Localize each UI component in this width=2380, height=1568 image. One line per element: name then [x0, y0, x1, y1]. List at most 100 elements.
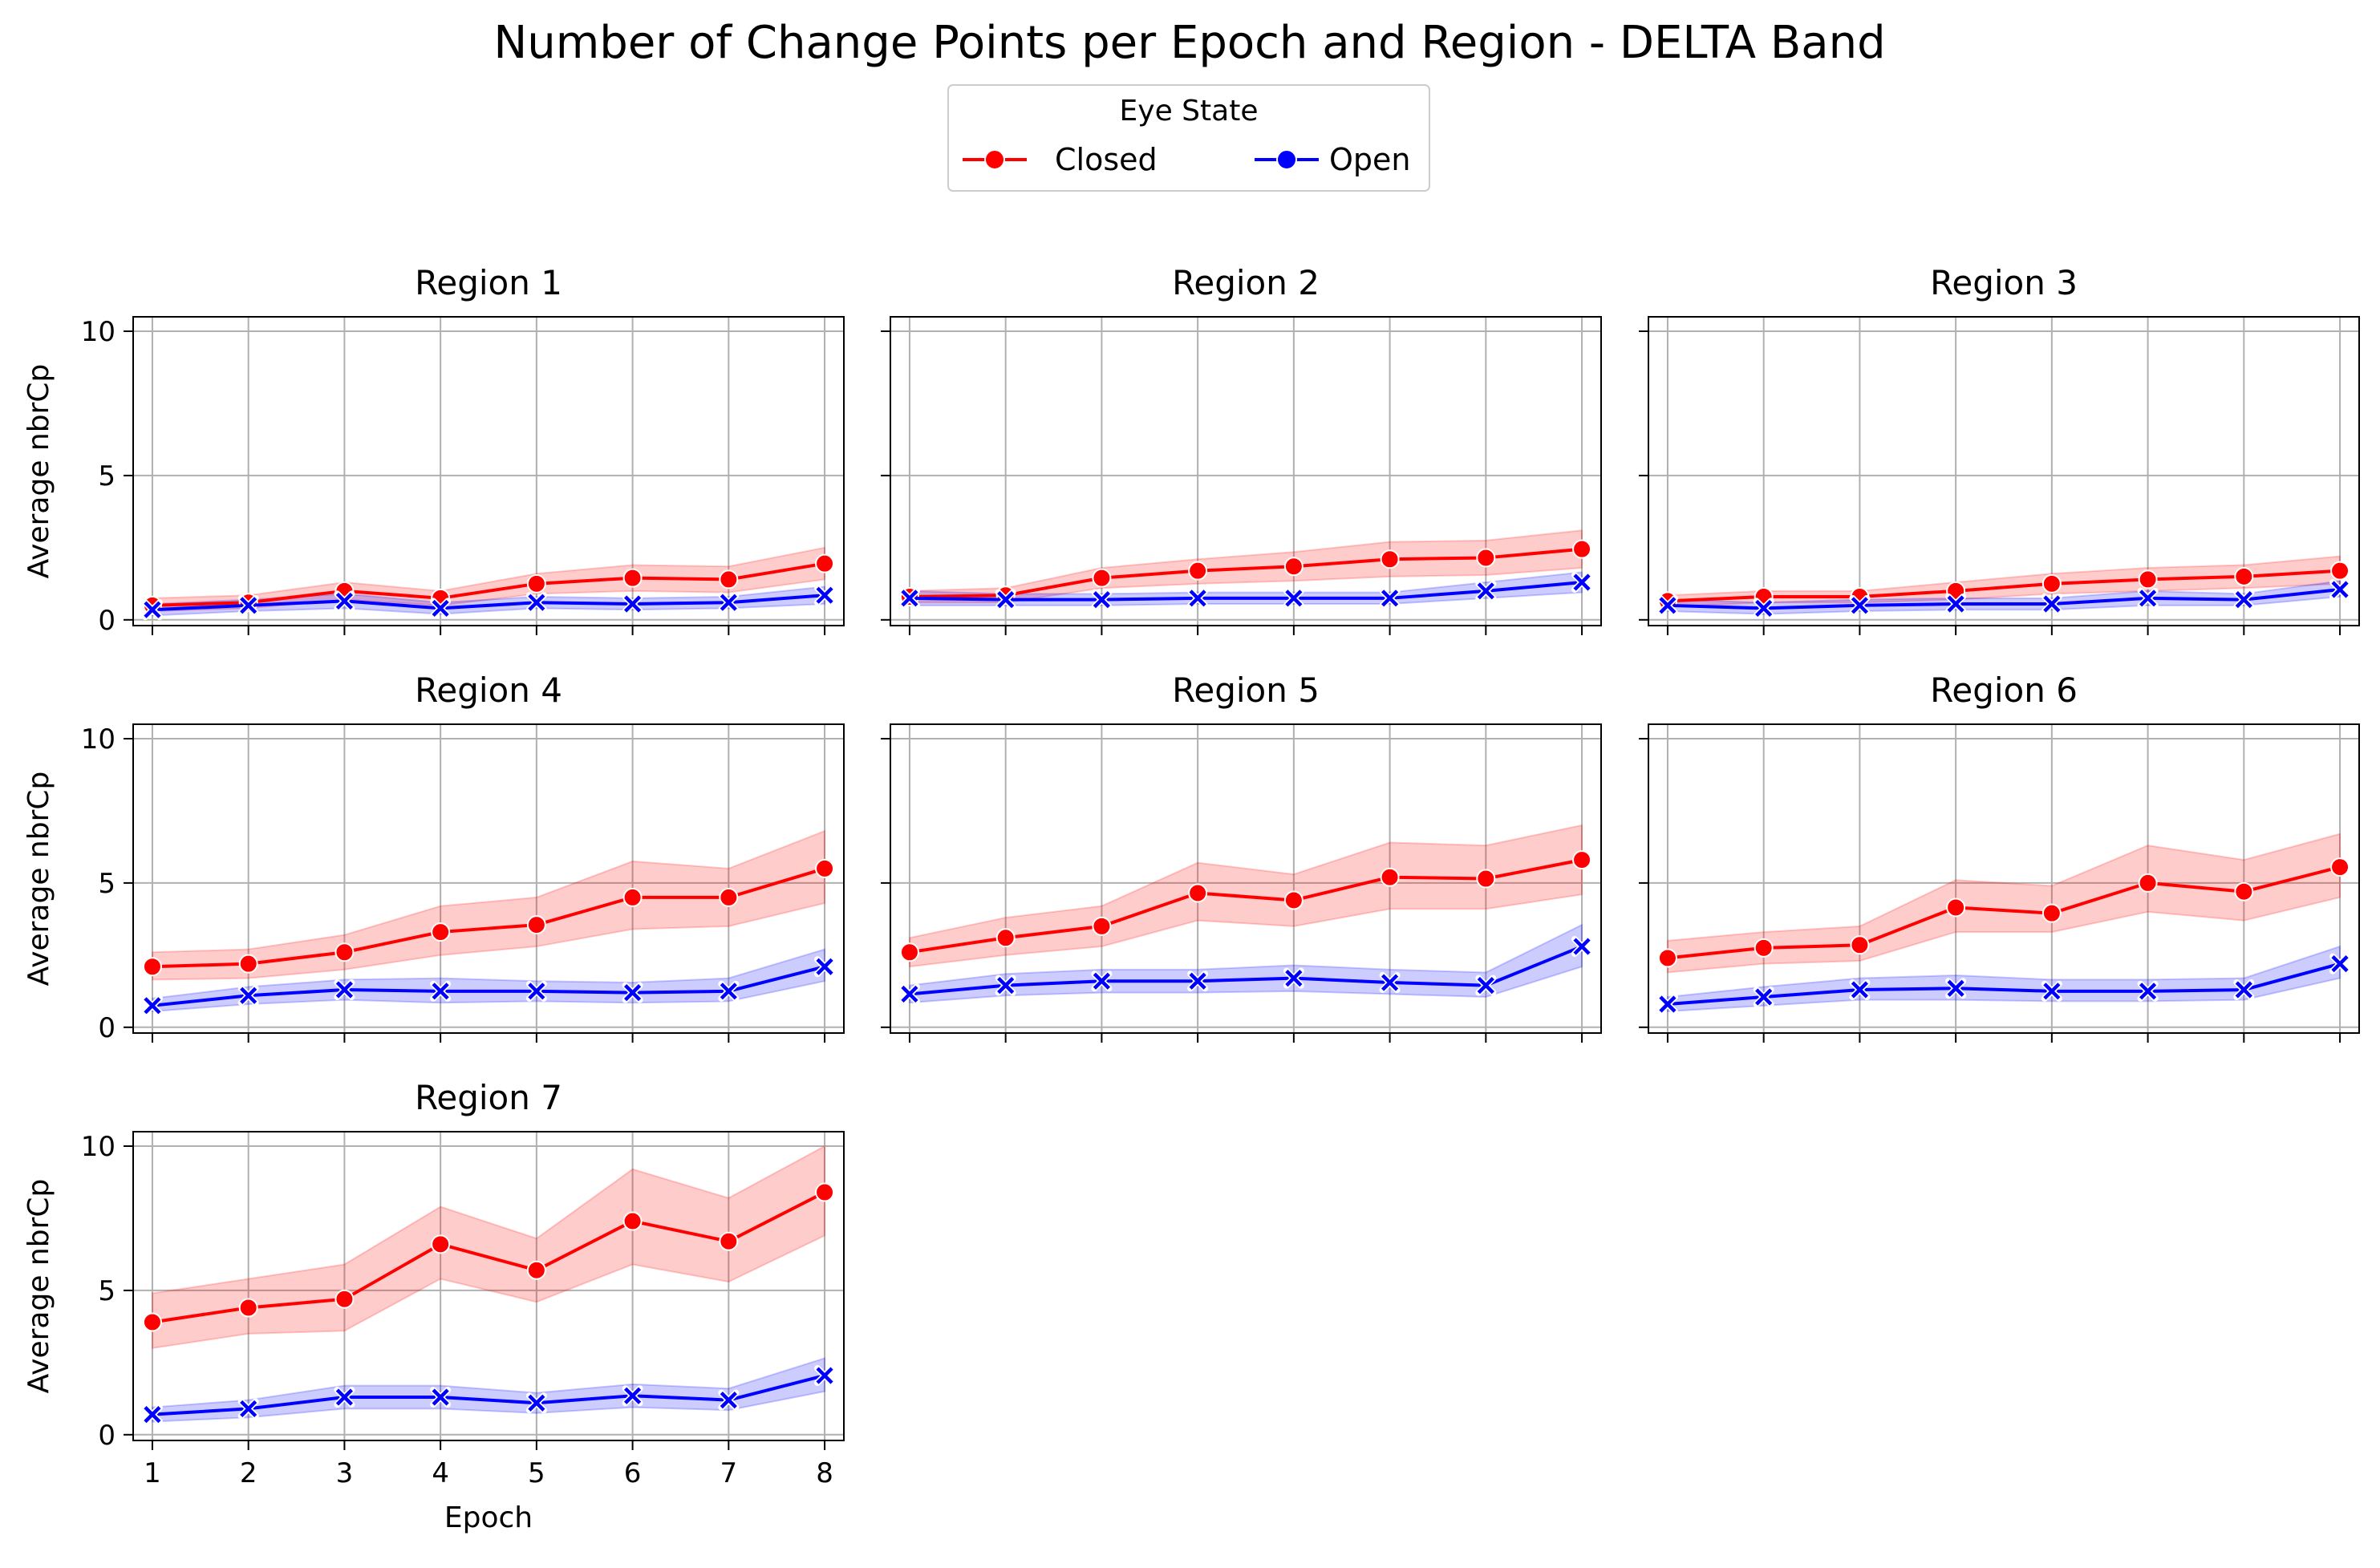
open-point-stroke: [335, 592, 353, 610]
region-7-open-point: [430, 1387, 452, 1408]
region-3-frame: [1648, 316, 2360, 626]
region-2-open-point: [1187, 587, 1209, 609]
region-5-closed-line: [909, 858, 1583, 954]
region-7-xtick-label: 2: [240, 1457, 257, 1489]
region-2-closed-point: [1476, 548, 1496, 568]
region-4-closed-band: [151, 829, 826, 981]
region-5-closed-point: [1188, 883, 1208, 903]
region-4-closed-point: [431, 922, 451, 942]
region-5-closed-point: [1380, 867, 1400, 887]
open-point-stroke: [1093, 972, 1110, 990]
open-point-stroke: [1477, 582, 1494, 600]
region-6-open-point: [1849, 979, 1871, 1001]
region-5-open-point: [1283, 967, 1304, 989]
region-4-closed-point: [622, 887, 643, 907]
open-point-stroke: [624, 984, 642, 1002]
open-point-stroke: [720, 594, 737, 611]
region-2-open-point: [898, 587, 920, 609]
open-point-stroke: [816, 958, 833, 975]
region-4-closed-line: [152, 866, 825, 969]
open-point-stroke: [335, 1388, 353, 1406]
region-3-closed-point: [2330, 561, 2350, 581]
region-6-open-point: [2137, 980, 2159, 1002]
region-6-closed-point: [2234, 881, 2254, 901]
region-6-open-point: [1656, 994, 1678, 1015]
region-4-closed-point: [815, 858, 835, 878]
region-5-open-point: [1571, 936, 1593, 958]
region-6-open-point: [2041, 980, 2062, 1002]
region-4-subplot: Region 4 0 5 10 Average nbrCp: [22, 671, 845, 1044]
open-point-stroke: [144, 601, 161, 618]
region-4-open-point: [718, 980, 740, 1002]
region-3-open-point: [1753, 598, 1774, 619]
region-5-open-point: [1379, 972, 1401, 994]
region-2-open-point: [1379, 587, 1401, 609]
region-5-open-point: [995, 974, 1016, 996]
region-5-subplot: Region 5: [881, 671, 1602, 1043]
open-point-stroke: [240, 597, 257, 614]
region-7-closed-point: [719, 1231, 739, 1251]
region-5-closed-point: [1092, 916, 1112, 936]
region-5-closed-point: [995, 928, 1016, 948]
region-3-closed-point: [2138, 569, 2158, 590]
region-7-xlabel: Epoch: [444, 1501, 533, 1534]
region-1-closed-point: [622, 568, 643, 588]
open-point-stroke: [1285, 590, 1303, 607]
region-5-open-line: [909, 945, 1583, 996]
region-3-closed-line: [1667, 569, 2341, 603]
region-2-closed-point: [1572, 539, 1592, 559]
region-4-closed-point: [719, 887, 739, 907]
region-6-closed-point: [2138, 873, 2158, 893]
region-2-closed-point: [1188, 561, 1208, 581]
region-3-open-point: [2137, 587, 2159, 609]
region-7-ytick-label: 0: [98, 1420, 116, 1452]
region-2-open-point: [995, 589, 1016, 610]
region-4-closed-point: [334, 942, 355, 962]
open-point-stroke: [1851, 981, 1868, 999]
region-4-open-point: [814, 956, 836, 978]
open-point-stroke: [901, 985, 918, 1003]
open-point-stroke: [1189, 972, 1206, 990]
open-point-stroke: [1851, 597, 1868, 614]
region-4-closed-point: [526, 915, 546, 935]
region-5-frame: [890, 723, 1602, 1034]
legend-entry-open: Open: [1255, 142, 1411, 177]
open-point-stroke: [144, 997, 161, 1015]
region-2-closed-line: [909, 547, 1583, 599]
region-7-ytick-label: 5: [98, 1275, 116, 1307]
legend-entry-closed: Closed: [963, 142, 1158, 177]
region-7-closed-point: [815, 1182, 835, 1202]
region-1-closed-point: [815, 553, 835, 573]
open-point-stroke: [2139, 983, 2157, 1000]
legend-closed-marker: [984, 149, 1005, 170]
open-point-stroke: [2139, 590, 2157, 607]
region-4-ytick-label: 0: [98, 1012, 116, 1044]
region-2-subplot: Region 2: [881, 263, 1602, 635]
region-1-open-point: [814, 585, 836, 606]
region-3-open-point: [1945, 594, 1967, 615]
region-6-closed-point: [2330, 857, 2350, 877]
region-2-closed-point: [1380, 549, 1400, 569]
region-6-subplot: Region 6: [1639, 671, 2360, 1043]
region-1-ytick-label: 5: [98, 460, 116, 492]
region-4-open-point: [430, 980, 452, 1002]
region-1-open-point: [622, 594, 643, 615]
legend-frame: [947, 84, 1430, 192]
region-7-ytick-label: 10: [81, 1131, 116, 1163]
region-2-open-point: [1091, 589, 1113, 610]
open-point-stroke: [1947, 595, 1964, 613]
region-7-closed-point: [238, 1298, 258, 1318]
region-1-open-line: [152, 594, 825, 612]
region-6-closed-point: [1754, 938, 1774, 958]
region-4-open-point: [525, 980, 547, 1002]
region-7-xtick-label: 8: [816, 1457, 833, 1489]
open-point-stroke: [1285, 970, 1303, 987]
region-5-closed-point: [1283, 890, 1304, 910]
region-6-open-line: [1667, 962, 2341, 1007]
region-6-frame: [1648, 723, 2360, 1034]
open-point-stroke: [1659, 597, 1677, 614]
region-6-closed-point: [1850, 935, 1870, 955]
region-7-closed-point: [622, 1211, 643, 1231]
region-7-xtick-label: 5: [528, 1457, 545, 1489]
